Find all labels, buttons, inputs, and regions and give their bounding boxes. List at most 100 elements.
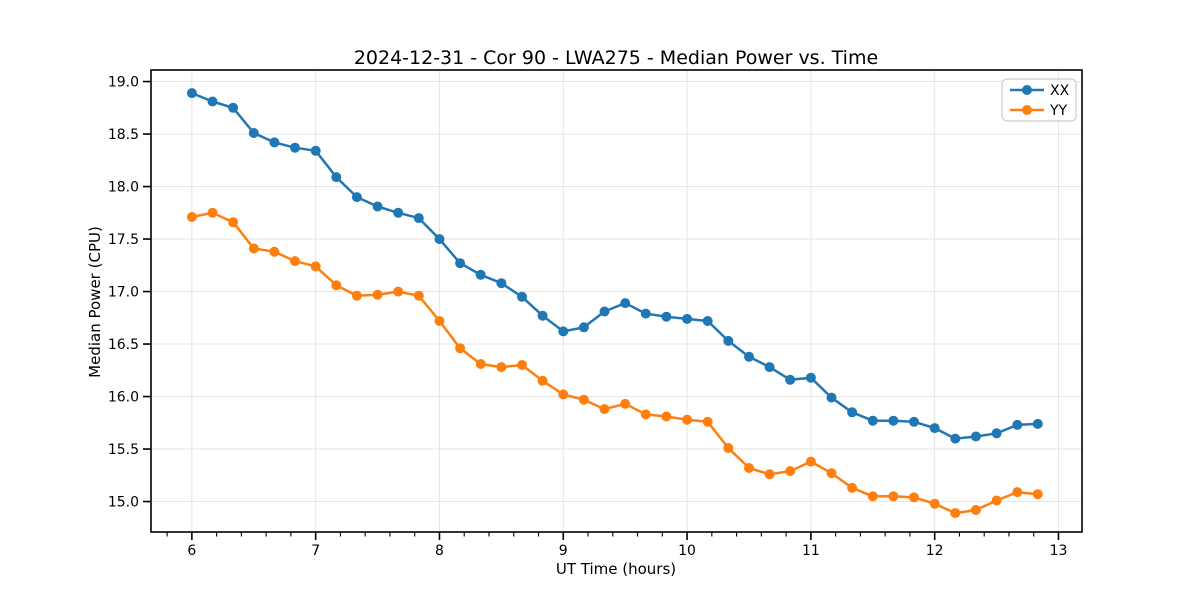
series-XX-marker <box>764 362 775 373</box>
series-XX-marker <box>991 428 1002 439</box>
series-XX-marker <box>1012 419 1023 430</box>
series-XX-marker <box>826 392 837 403</box>
y-tick-label: 18.0 <box>108 180 139 196</box>
series-XX-marker <box>537 310 548 321</box>
x-axis-label: UT Time (hours) <box>556 560 676 578</box>
series-XX-marker <box>248 128 259 138</box>
series-YY-marker <box>599 404 610 415</box>
series-YY-marker <box>228 217 239 228</box>
y-tick-label: 16.0 <box>108 390 139 406</box>
x-tick-label: 13 <box>1050 543 1068 559</box>
y-axis-label: Median Power (CPU) <box>86 226 104 378</box>
series-YY-marker <box>950 508 961 519</box>
series-YY-marker <box>640 409 651 420</box>
series-YY-marker <box>310 261 321 272</box>
series-YY-marker <box>393 286 404 297</box>
series-YY-marker <box>867 491 878 502</box>
series-YY-marker <box>455 343 466 354</box>
y-tick-label: 18.5 <box>108 127 139 143</box>
x-tick-label: 12 <box>926 543 944 559</box>
gridlines <box>151 70 1082 532</box>
legend-marker-YY <box>1022 105 1032 115</box>
series-YY-marker <box>805 456 816 467</box>
series-XX-marker <box>310 145 321 156</box>
series-YY-marker <box>1012 487 1023 498</box>
series-YY-line <box>191 211 1038 515</box>
series-XX-marker <box>661 311 672 322</box>
series-XX-marker <box>496 278 507 289</box>
series-YY-marker <box>970 505 981 515</box>
series-YY-marker <box>496 362 507 373</box>
series-YY-marker <box>682 414 693 425</box>
series-XX-marker <box>372 201 383 212</box>
series-YY-marker <box>661 411 672 422</box>
series-YY-marker <box>991 495 1002 506</box>
series-XX-marker <box>269 137 280 148</box>
data-series <box>186 88 1043 519</box>
series-YY-marker <box>578 394 589 405</box>
series-YY-marker <box>785 466 796 477</box>
series-YY-marker <box>331 280 342 291</box>
series-XX-marker <box>578 322 589 333</box>
series-XX-marker <box>351 192 362 203</box>
series-YY-marker <box>764 469 775 480</box>
series-XX-marker <box>558 326 569 337</box>
series-YY-marker <box>207 207 218 218</box>
series-XX-marker <box>599 306 610 317</box>
series-YY-marker <box>269 246 280 257</box>
series-XX-marker <box>723 335 734 346</box>
series-XX-marker <box>331 172 342 183</box>
series-YY-marker <box>413 290 424 301</box>
series-YY-marker <box>537 375 548 386</box>
x-tick-label: 9 <box>559 543 568 559</box>
y-tick-label: 15.5 <box>108 442 139 458</box>
series-YY-marker <box>558 389 569 400</box>
legend-marker-XX <box>1022 85 1032 95</box>
series-YY-marker <box>434 316 445 326</box>
x-tick-label: 6 <box>187 543 196 559</box>
series-YY-marker <box>847 482 858 493</box>
series-YY-marker <box>517 360 527 370</box>
y-tick-label: 17.5 <box>108 232 139 248</box>
series-YY-marker <box>620 398 631 409</box>
y-tick-label: 17.0 <box>108 285 139 301</box>
series-XX-marker <box>186 88 197 99</box>
series-XX-marker <box>475 269 486 280</box>
series-XX-marker <box>929 423 940 434</box>
legend-item-label: YY <box>1049 103 1068 119</box>
y-tick-label: 16.5 <box>108 337 139 353</box>
y-tick-label: 19.0 <box>108 75 139 91</box>
series-XX-marker <box>1032 418 1043 429</box>
series-YY-marker <box>826 468 837 479</box>
series-YY-marker <box>186 212 197 222</box>
series-XX-marker <box>207 96 218 107</box>
series-YY-marker <box>929 498 940 509</box>
series-XX-marker <box>620 298 631 309</box>
series-YY-marker <box>1032 489 1043 500</box>
series-XX-marker <box>413 213 424 224</box>
y-tick-label: 15.0 <box>108 495 139 511</box>
series-YY-marker <box>744 463 754 473</box>
series-XX-marker <box>455 258 466 269</box>
series-YY-marker <box>702 416 713 427</box>
series-XX-marker <box>970 431 981 442</box>
series-XX-marker <box>909 416 919 427</box>
plot-frame <box>150 69 1083 533</box>
chart-title: 2024-12-31 - Cor 90 - LWA275 - Median Po… <box>354 47 878 69</box>
legend-item-label: XX <box>1050 83 1070 99</box>
series-XX-marker <box>393 207 404 218</box>
x-tick-label: 10 <box>678 543 696 559</box>
x-tick-label: 8 <box>435 543 444 559</box>
axis-ticks <box>143 80 1060 540</box>
x-tick-label: 11 <box>802 543 820 559</box>
series-XX-marker <box>640 308 651 319</box>
series-XX-marker <box>847 407 858 418</box>
series-XX-marker <box>805 372 816 383</box>
series-XX-marker <box>228 102 239 113</box>
series-XX-marker <box>785 374 796 385</box>
axes-spines <box>150 69 1083 533</box>
series-YY-marker <box>888 491 899 502</box>
series-XX-marker <box>888 415 899 426</box>
